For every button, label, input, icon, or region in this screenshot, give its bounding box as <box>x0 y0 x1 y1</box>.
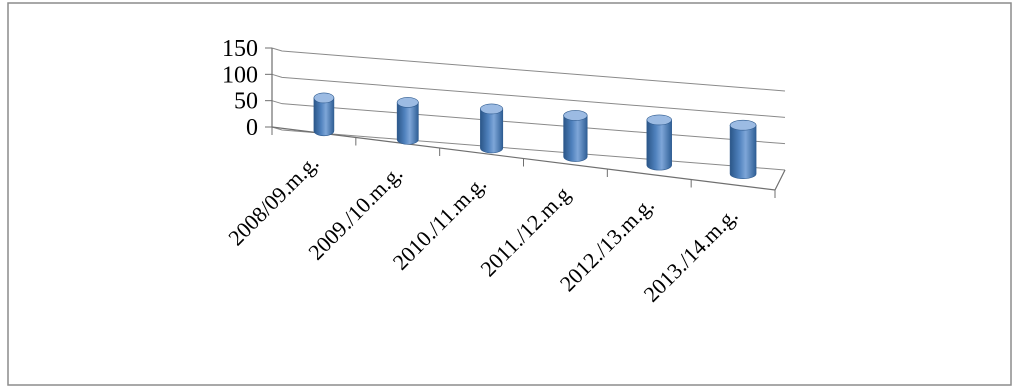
gridline <box>271 100 786 145</box>
y-tick-label: 100 <box>222 62 258 88</box>
bar-2009./10.m.g. <box>396 97 419 145</box>
bar-2011./12.m.g <box>563 110 588 162</box>
gridline <box>271 47 786 92</box>
bar-2010./11.m.g. <box>480 103 504 154</box>
bar-series <box>313 92 757 180</box>
y-tick-label: 50 <box>234 89 258 115</box>
bar-2008/09.m.g. <box>313 92 335 137</box>
axes <box>265 47 786 198</box>
gridlines <box>271 47 786 171</box>
gridline <box>271 73 786 118</box>
y-tick-label: 0 <box>246 115 258 141</box>
bar-2012./13.m.g. <box>646 114 672 171</box>
chart-frame <box>7 2 1012 386</box>
bar-2013./14.m.g. <box>729 119 757 180</box>
y-tick-label: 150 <box>222 36 258 62</box>
